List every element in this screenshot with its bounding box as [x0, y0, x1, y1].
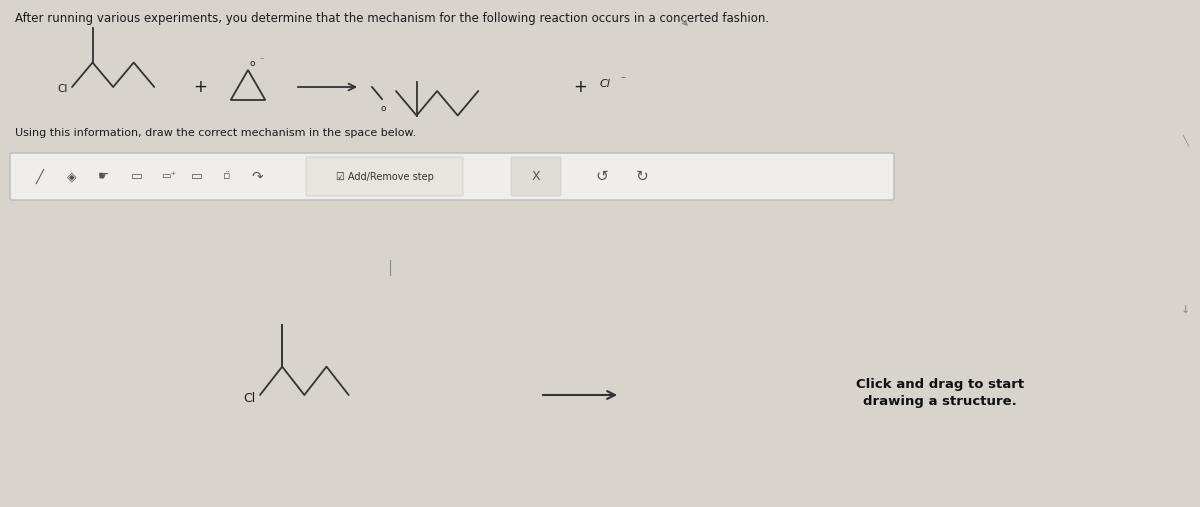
Text: Cl: Cl	[242, 391, 256, 405]
Text: ⁻: ⁻	[620, 75, 625, 85]
Text: Cl: Cl	[600, 79, 611, 89]
Text: ╲: ╲	[1182, 134, 1188, 146]
FancyBboxPatch shape	[511, 157, 562, 196]
Text: Using this information, draw the correct mechanism in the space below.: Using this information, draw the correct…	[14, 128, 416, 138]
Text: ↷: ↷	[251, 169, 263, 184]
FancyBboxPatch shape	[10, 153, 894, 200]
Text: ☑ Add/Remove step: ☑ Add/Remove step	[336, 171, 433, 182]
Text: Cl: Cl	[58, 84, 68, 94]
Text: X: X	[532, 170, 540, 183]
Text: ▭: ▭	[131, 170, 143, 183]
FancyBboxPatch shape	[306, 157, 463, 196]
Text: Click and drag to start
drawing a structure.: Click and drag to start drawing a struct…	[856, 378, 1024, 408]
Text: After running various experiments, you determine that the mechanism for the foll: After running various experiments, you d…	[14, 12, 769, 25]
Text: o: o	[380, 104, 385, 113]
Text: ↻: ↻	[636, 169, 648, 184]
Text: +: +	[193, 78, 206, 96]
Text: ◈: ◈	[67, 170, 77, 183]
Text: ▭⁺: ▭⁺	[161, 171, 176, 182]
Text: ▫̈: ▫̈	[223, 171, 230, 182]
Text: o: o	[250, 59, 256, 68]
Text: ↺: ↺	[595, 169, 608, 184]
Text: ☛: ☛	[98, 170, 109, 183]
Text: +: +	[574, 78, 587, 96]
Text: ⁻: ⁻	[259, 55, 263, 64]
Text: ╱: ╱	[36, 169, 44, 184]
Text: ▭: ▭	[191, 170, 203, 183]
Text: ↓: ↓	[1181, 305, 1189, 315]
